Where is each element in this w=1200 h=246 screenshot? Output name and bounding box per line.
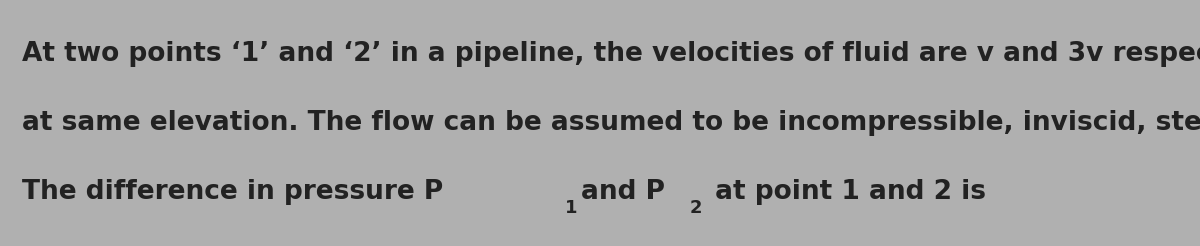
Text: At two points ‘1’ and ‘2’ in a pipeline, the velocities of fluid are v and 3v re: At two points ‘1’ and ‘2’ in a pipeline,… <box>22 41 1200 67</box>
Text: 1: 1 <box>565 199 577 217</box>
Text: 2: 2 <box>690 199 702 217</box>
Text: and P: and P <box>581 179 665 205</box>
Text: The difference in pressure P: The difference in pressure P <box>22 179 443 205</box>
Text: at point 1 and 2 is: at point 1 and 2 is <box>706 179 985 205</box>
Text: at same elevation. The flow can be assumed to be incompressible, inviscid, stead: at same elevation. The flow can be assum… <box>22 110 1200 136</box>
